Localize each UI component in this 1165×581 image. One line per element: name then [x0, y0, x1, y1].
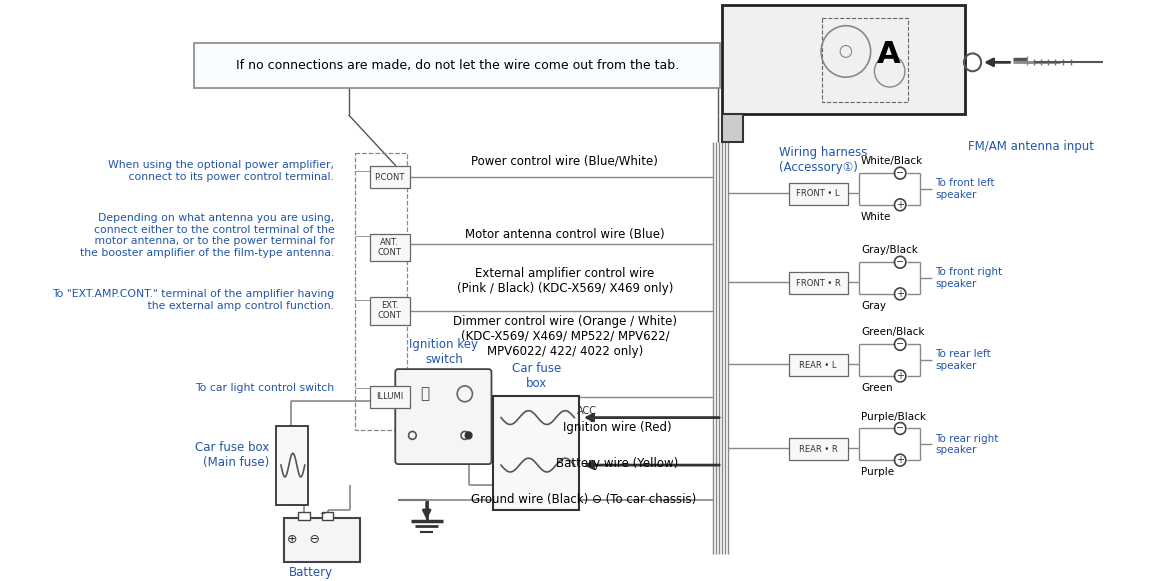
Text: −: − — [896, 424, 904, 433]
Text: External amplifier control wire
(Pink / Black) (KDC-X569/ X469 only): External amplifier control wire (Pink / … — [457, 267, 673, 295]
Text: Car fuse box
(Main fuse): Car fuse box (Main fuse) — [196, 441, 269, 469]
FancyBboxPatch shape — [369, 234, 410, 261]
Text: Gray/Black: Gray/Black — [861, 245, 918, 256]
FancyBboxPatch shape — [395, 369, 492, 464]
Text: Power control wire (Blue/White): Power control wire (Blue/White) — [472, 155, 658, 168]
FancyBboxPatch shape — [369, 386, 410, 408]
FancyBboxPatch shape — [195, 42, 720, 88]
Text: ─: ─ — [319, 511, 324, 517]
Text: Wiring harness
(Accessory①): Wiring harness (Accessory①) — [779, 146, 868, 174]
Text: Battery: Battery — [289, 566, 332, 579]
Text: −: − — [896, 339, 904, 349]
FancyBboxPatch shape — [789, 439, 848, 460]
Text: Gray: Gray — [861, 301, 887, 311]
Text: To rear right
speaker: To rear right speaker — [935, 433, 998, 455]
Text: FM/AM antenna input: FM/AM antenna input — [968, 140, 1094, 153]
Text: Battery wire (Yellow): Battery wire (Yellow) — [556, 457, 678, 469]
Text: FRONT • L: FRONT • L — [797, 189, 840, 199]
FancyBboxPatch shape — [298, 512, 310, 519]
Text: Motor antenna control wire (Blue): Motor antenna control wire (Blue) — [465, 228, 665, 241]
FancyBboxPatch shape — [722, 5, 965, 114]
FancyBboxPatch shape — [369, 297, 410, 325]
Text: If no connections are made, do not let the wire come out from the tab.: If no connections are made, do not let t… — [235, 59, 679, 72]
Text: −: − — [896, 168, 904, 178]
Text: ANT.
CONT: ANT. CONT — [377, 238, 402, 257]
Text: White: White — [861, 211, 891, 222]
Text: FRONT • R: FRONT • R — [796, 278, 841, 288]
Text: EXT.
CONT: EXT. CONT — [377, 301, 402, 320]
Text: ⊕   ⊖: ⊕ ⊖ — [288, 533, 320, 546]
Text: ACC: ACC — [577, 406, 598, 415]
Text: To front right
speaker: To front right speaker — [935, 267, 1003, 289]
FancyBboxPatch shape — [322, 512, 333, 519]
Text: ILLUMI: ILLUMI — [376, 392, 403, 401]
FancyBboxPatch shape — [722, 114, 743, 142]
Text: A: A — [877, 40, 901, 69]
Text: Purple: Purple — [861, 467, 895, 477]
Text: To "EXT.AMP.CONT." terminal of the amplifier having
         the external amp co: To "EXT.AMP.CONT." terminal of the ampli… — [52, 289, 334, 311]
FancyBboxPatch shape — [284, 518, 360, 562]
Text: To front left
speaker: To front left speaker — [935, 178, 995, 200]
Text: Car fuse
box: Car fuse box — [511, 362, 560, 390]
FancyBboxPatch shape — [369, 166, 410, 188]
Text: Depending on what antenna you are using,
connect either to the control terminal : Depending on what antenna you are using,… — [80, 213, 334, 258]
Text: +: + — [896, 371, 904, 381]
Text: Ignition key
switch: Ignition key switch — [409, 338, 479, 366]
Circle shape — [465, 432, 472, 439]
FancyBboxPatch shape — [276, 425, 308, 505]
Text: Purple/Black: Purple/Black — [861, 411, 926, 422]
Text: REAR • L: REAR • L — [799, 361, 836, 370]
FancyBboxPatch shape — [789, 354, 848, 376]
Text: To car light control switch: To car light control switch — [196, 383, 334, 393]
Text: Green: Green — [861, 383, 892, 393]
Text: Green/Black: Green/Black — [861, 328, 925, 338]
Text: When using the optional power amplifier,
   connect to its power control termina: When using the optional power amplifier,… — [108, 160, 334, 182]
Text: Ignition wire (Red): Ignition wire (Red) — [563, 421, 671, 434]
Text: REAR • R: REAR • R — [799, 445, 838, 454]
Text: To rear left
speaker: To rear left speaker — [935, 349, 991, 371]
Text: Dimmer control wire (Orange / White)
(KDC-X569/ X469/ MP522/ MPV622/
MPV6022/ 42: Dimmer control wire (Orange / White) (KD… — [453, 315, 677, 358]
Text: +: + — [896, 200, 904, 210]
Text: P.CONT: P.CONT — [374, 173, 404, 182]
FancyBboxPatch shape — [789, 183, 848, 205]
Text: +: + — [896, 289, 904, 299]
Text: −: − — [896, 257, 904, 267]
Text: 🔑: 🔑 — [421, 386, 430, 401]
FancyBboxPatch shape — [494, 396, 579, 510]
Text: Ground wire (Black) ⊖ (To car chassis): Ground wire (Black) ⊖ (To car chassis) — [472, 493, 697, 506]
Text: White/Black: White/Black — [861, 156, 924, 166]
Text: +: + — [896, 455, 904, 465]
FancyBboxPatch shape — [789, 272, 848, 294]
